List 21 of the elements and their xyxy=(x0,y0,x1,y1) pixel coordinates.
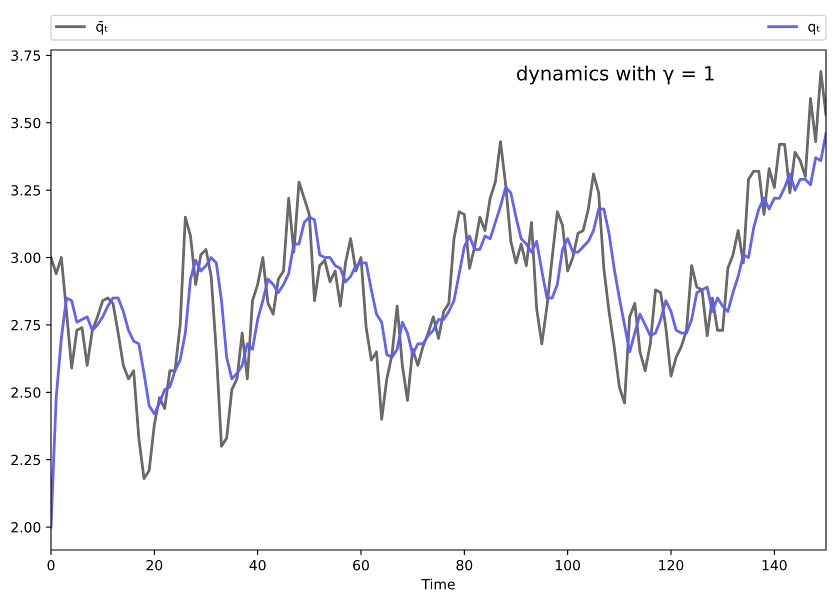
legend-label: qₜ xyxy=(808,24,820,34)
legend-label: q̄ₜ xyxy=(96,21,108,34)
y-tick-label: 3.50 xyxy=(11,118,40,128)
x-tick-label: 120 xyxy=(659,560,684,570)
y-tick-label: 2.50 xyxy=(11,387,40,398)
x-tick-label: 140 xyxy=(762,560,787,570)
x-axis-title: Time xyxy=(421,578,455,590)
x-tick-label: 0 xyxy=(47,560,54,570)
y-tick-label: 2.75 xyxy=(11,320,40,330)
x-tick-label: 60 xyxy=(353,560,369,570)
annotation: dynamics with γ = 1 xyxy=(517,66,714,84)
y-tick-label: 3.25 xyxy=(11,185,40,196)
y-tick-label: 2.25 xyxy=(11,454,40,466)
x-tick-label: 20 xyxy=(146,560,162,570)
x-tick-label: 100 xyxy=(556,560,580,570)
line-series xyxy=(51,132,826,528)
y-tick-label: 3.75 xyxy=(11,50,40,61)
y-tick-label: 3.00 xyxy=(11,252,40,264)
x-tick-label: 80 xyxy=(456,560,472,570)
x-tick-label: 40 xyxy=(250,560,266,570)
y-tick-label: 2.00 xyxy=(11,522,40,533)
